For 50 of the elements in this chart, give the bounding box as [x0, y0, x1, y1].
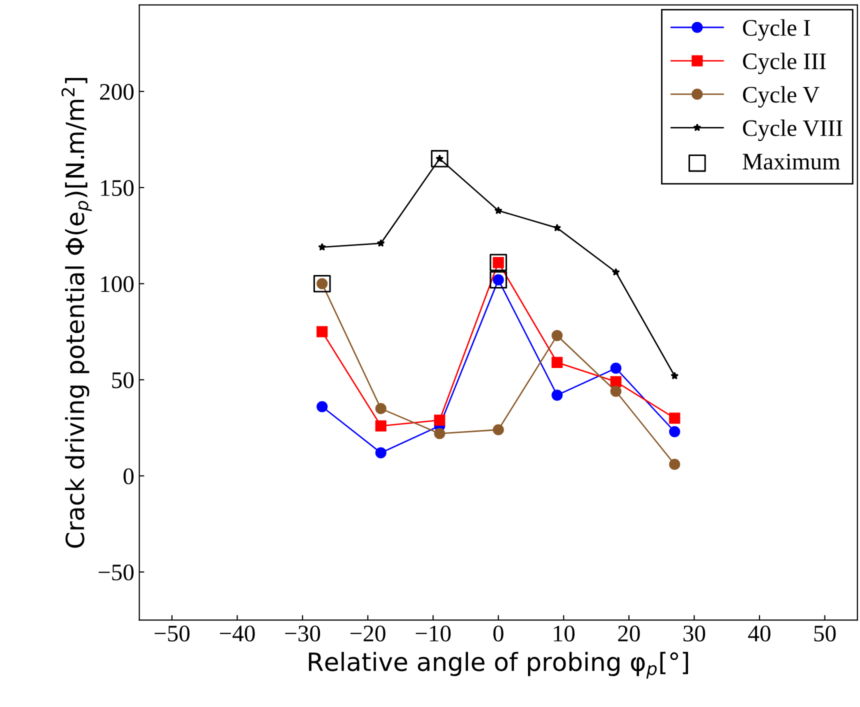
x-tick-label: 0	[493, 626, 504, 642]
y-tick-label: 0	[124, 468, 134, 484]
point	[610, 376, 622, 388]
x-tick-label: −40	[220, 626, 255, 642]
point	[670, 372, 679, 380]
point	[375, 403, 386, 414]
legend-label: Cycle VIII	[743, 120, 842, 142]
point	[610, 386, 622, 397]
legend-label: Cycle V	[743, 86, 820, 108]
x-tick-label: −50	[154, 626, 190, 642]
x-tick-label: 10	[554, 626, 575, 642]
legend-label: Cycle III	[743, 52, 826, 74]
point	[313, 274, 331, 292]
y-axis-title: Crack driving potential Φ(e$_{p}$)[N.m/m$^{2}$]	[61, 78, 92, 548]
y-tick-label: 50	[112, 372, 134, 388]
point	[669, 412, 680, 424]
x-tick-label: 50	[814, 626, 836, 642]
point	[494, 206, 502, 214]
y-tick-label: 150	[101, 180, 134, 196]
x-axis-title: Relative angle of probing φ$_{p}$[°]	[308, 652, 688, 679]
point	[669, 458, 680, 470]
y-tick-label: −50	[98, 564, 134, 580]
x-tick-label: 20	[618, 626, 640, 642]
point	[492, 424, 504, 436]
x-tick-label: 30	[684, 626, 706, 642]
point	[612, 268, 620, 276]
point	[318, 242, 326, 251]
x-tick-label: −20	[350, 626, 386, 642]
point	[316, 326, 328, 338]
y-tick-label: 200	[100, 84, 134, 100]
point	[610, 362, 622, 374]
legend-label: Maximum	[742, 154, 840, 170]
point	[552, 390, 563, 401]
point	[490, 271, 508, 288]
x-tick-label: −10	[416, 626, 451, 642]
y-tick-label: 100	[101, 276, 134, 292]
point	[376, 239, 385, 247]
point	[434, 414, 446, 426]
point	[552, 330, 563, 342]
point	[553, 224, 562, 232]
point	[316, 401, 328, 412]
point	[552, 356, 563, 368]
legend-label: Cycle I	[743, 19, 810, 41]
point	[490, 254, 508, 272]
point	[375, 447, 386, 458]
point	[669, 426, 680, 438]
x-tick-label: −30	[285, 626, 320, 642]
point	[434, 428, 446, 440]
point	[375, 420, 386, 432]
x-tick-label: 40	[748, 626, 770, 642]
